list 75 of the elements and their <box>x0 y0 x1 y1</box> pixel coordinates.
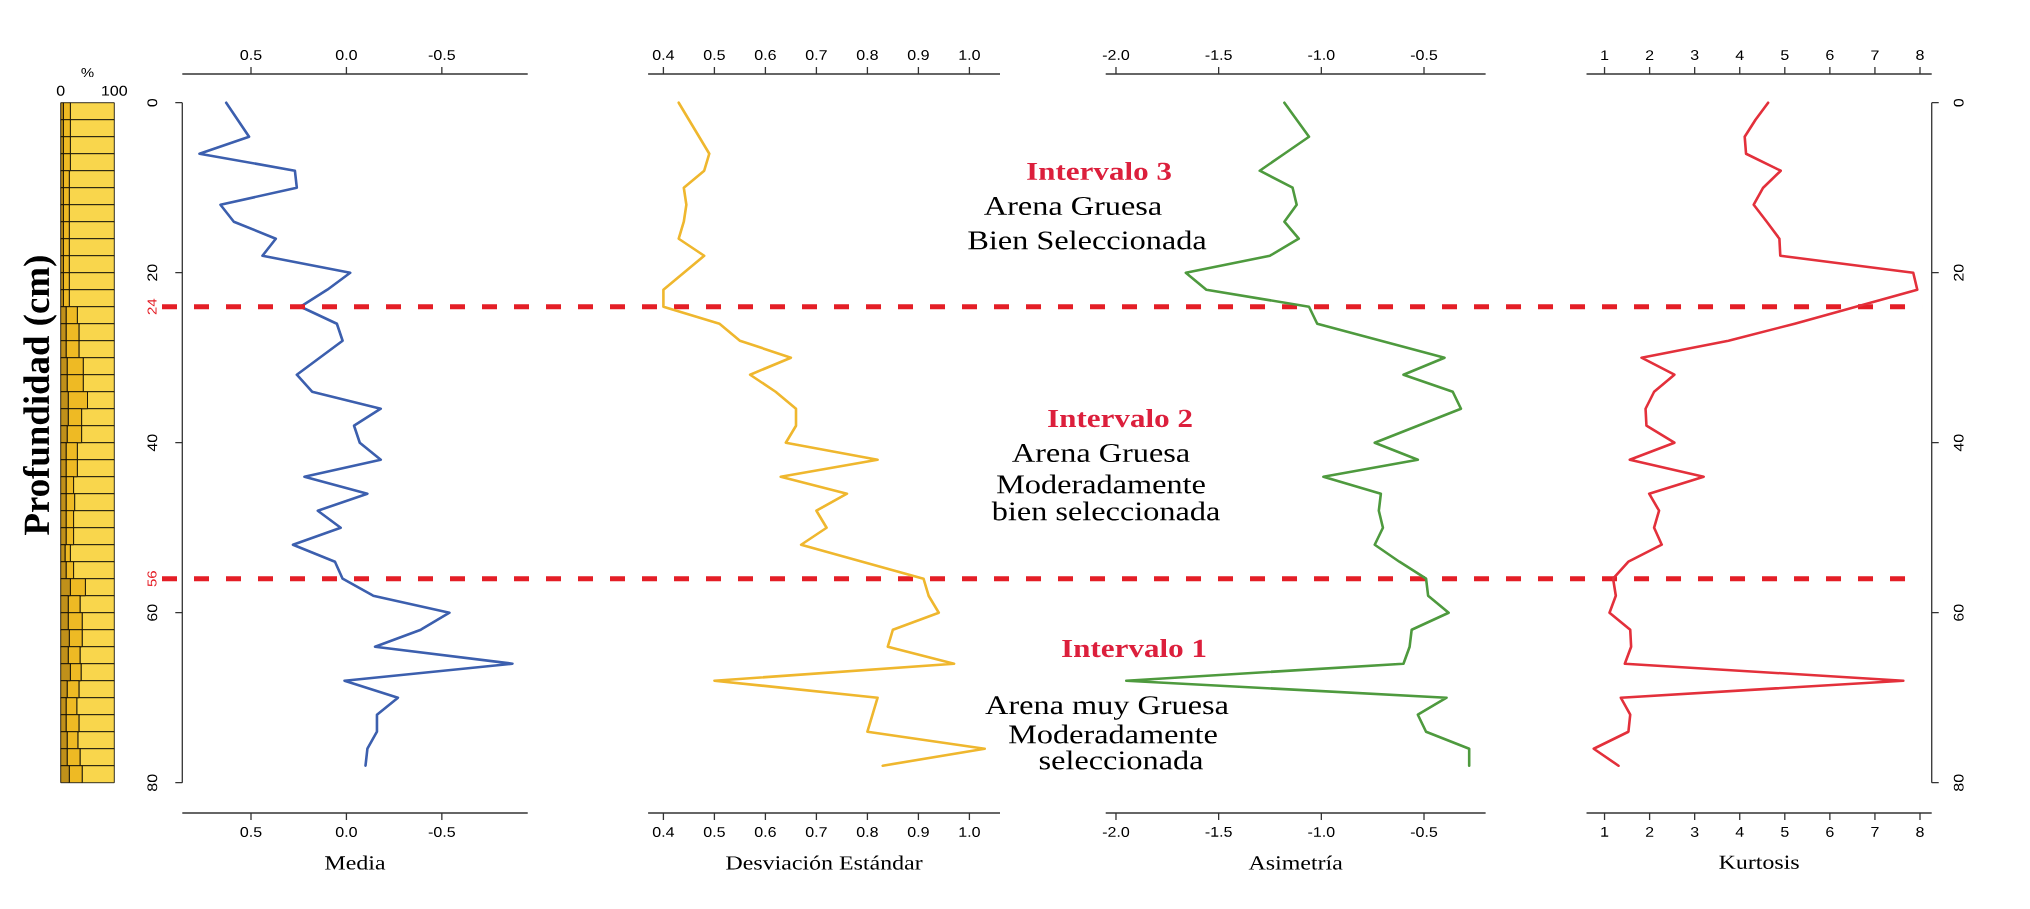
x-tick-label: 0.9 <box>907 50 929 60</box>
x2-tick-label: 0.9 <box>907 827 929 837</box>
ref-line-label: 24 <box>147 298 157 315</box>
x-tick-label: 0.6 <box>754 50 776 60</box>
x2-tick-label: -1.0 <box>1308 827 1335 837</box>
annotation: Intervalo 2 <box>1048 408 1192 428</box>
x-axis-title: % <box>81 68 94 78</box>
y-tick-label: 20 <box>147 264 158 281</box>
y-tick-label: 40 <box>147 434 158 452</box>
x-tick-label: -0.5 <box>428 50 455 60</box>
annotation: Arena muy Gruesa <box>985 696 1229 720</box>
annotation: Moderadamente <box>997 474 1205 494</box>
annotation: Intervalo 3 <box>1027 161 1171 181</box>
x-tick-label: -2.0 <box>1102 50 1130 60</box>
annotation: Moderadamente <box>1009 724 1217 744</box>
x2-tick-label: -0.5 <box>428 827 455 837</box>
x2-tick-label: 0.0 <box>335 827 357 837</box>
y-tick-label: 60 <box>1953 604 1964 621</box>
x-axis-title: Kurtosis <box>1719 855 1799 869</box>
x2-tick-label: -0.5 <box>1410 827 1438 837</box>
x2-tick-label: 0.5 <box>703 827 725 837</box>
x2-tick-label: 5 <box>1781 827 1789 837</box>
x-tick-label: 7 <box>1871 50 1879 60</box>
x-tick-label: 2 <box>1645 50 1654 60</box>
x2-tick-label: 2 <box>1645 827 1654 837</box>
x-tick-label: 5 <box>1781 50 1789 60</box>
x-tick-label: 0.4 <box>652 50 675 60</box>
x-axis-title: Asimetría <box>1248 855 1343 870</box>
x2-tick-label: 0.7 <box>805 827 827 837</box>
x2-tick-label: 0.8 <box>856 827 878 837</box>
x2-tick-label: 4 <box>1735 827 1744 837</box>
x2-tick-label: 1.0 <box>959 827 980 837</box>
x-tick-label: 4 <box>1735 50 1744 60</box>
x2-tick-label: 3 <box>1690 827 1699 837</box>
ref-line-label: 56 <box>147 571 157 587</box>
x-tick-label: 1.0 <box>959 50 980 60</box>
y-tick-label: 0 <box>1953 98 1964 107</box>
x2-tick-label: -1.5 <box>1205 827 1232 837</box>
annotation: Intervalo 1 <box>1062 638 1206 658</box>
y-tick-label: 80 <box>147 774 158 791</box>
annotation: seleccionada <box>1039 750 1204 770</box>
x-tick-label: 1 <box>1601 50 1609 60</box>
x2-tick-label: 0.5 <box>240 827 262 837</box>
x2-tick-label: 0.6 <box>754 827 776 837</box>
annotation: bien seleccionada <box>991 501 1220 521</box>
y-axis-title: Profundidad (cm) <box>22 256 57 535</box>
x-tick-label: 100 <box>102 85 128 96</box>
x-tick-label: -1.5 <box>1205 50 1232 60</box>
x2-tick-label: 7 <box>1871 827 1879 837</box>
y-tick-label: 20 <box>1953 264 1964 281</box>
annotation: Arena Gruesa <box>1012 443 1190 463</box>
x-tick-label: -1.0 <box>1308 50 1335 60</box>
x-tick-label: 0.8 <box>856 50 878 60</box>
y-tick-label: 60 <box>147 604 158 621</box>
x2-tick-label: 0.4 <box>652 827 675 837</box>
x-tick-label: 0.5 <box>703 50 725 60</box>
x2-tick-label: -2.0 <box>1102 827 1130 837</box>
y-tick-label: 40 <box>1953 434 1964 452</box>
x-tick-label: 6 <box>1826 50 1834 60</box>
x2-tick-label: 1 <box>1601 827 1609 837</box>
x-tick-label: 0.7 <box>805 50 827 60</box>
x-axis-title: Media <box>325 855 386 870</box>
x-tick-label: 0.0 <box>335 50 357 60</box>
line-series <box>198 101 514 768</box>
x-tick-label: -0.5 <box>1410 50 1438 60</box>
x-axis-title: Desviación Estándar <box>726 855 923 870</box>
x-tick-label: 8 <box>1916 50 1924 60</box>
y-tick-label: 80 <box>1953 774 1964 791</box>
annotation: Bien Seleccionada <box>968 230 1207 250</box>
x-tick-label: 3 <box>1690 50 1699 60</box>
x-tick-label: 0.5 <box>240 50 262 60</box>
annotation: Arena Gruesa <box>984 196 1162 216</box>
y-tick-label: 0 <box>147 98 158 107</box>
x2-tick-label: 6 <box>1826 827 1834 837</box>
x2-tick-label: 8 <box>1916 827 1924 837</box>
